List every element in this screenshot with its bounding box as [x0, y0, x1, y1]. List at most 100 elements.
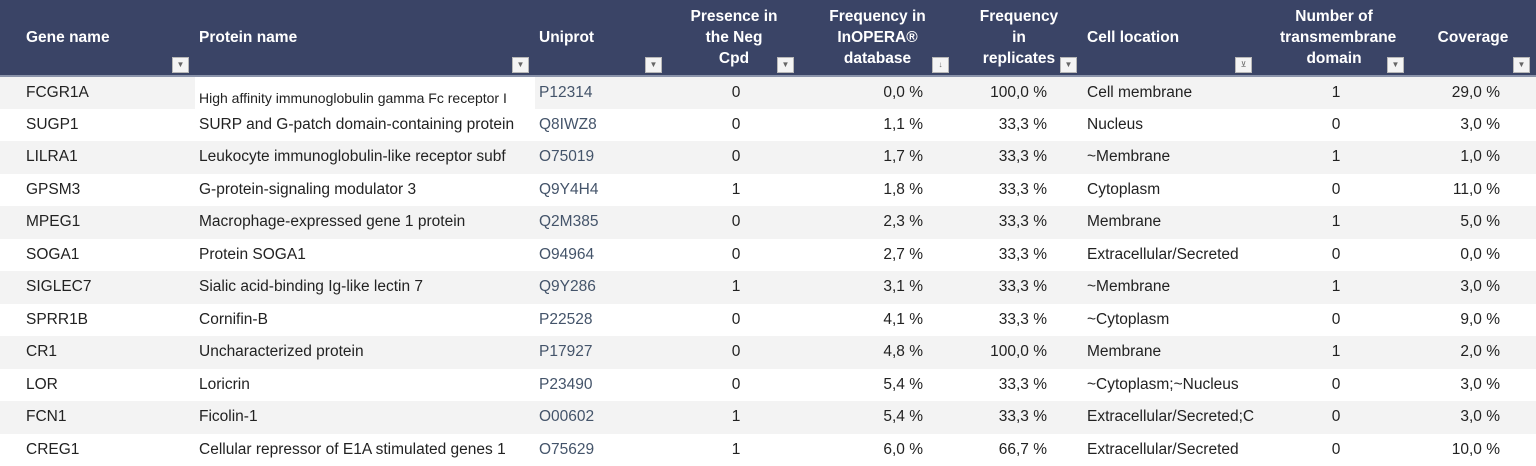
cell-presence-neg-cpd[interactable]: 0	[668, 369, 800, 402]
cell-frequency-replicates[interactable]: 33,3 %	[955, 239, 1083, 272]
cell-coverage[interactable]: 10,0 %	[1410, 434, 1536, 466]
cell-coverage[interactable]: 29,0 %	[1410, 76, 1536, 109]
filter-dropdown-icon[interactable]: ▼	[172, 57, 189, 73]
cell-cell-location[interactable]: ~Membrane	[1083, 141, 1258, 174]
cell-frequency-inopera[interactable]: 5,4 %	[800, 401, 955, 434]
cell-protein-name[interactable]: G-protein-signaling modulator 3	[195, 174, 535, 207]
cell-gene-name[interactable]: GPSM3	[0, 174, 195, 207]
filter-dropdown-icon[interactable]: ▼	[1387, 57, 1404, 73]
cell-transmembrane-domains[interactable]: 0	[1258, 174, 1410, 207]
cell-coverage[interactable]: 3,0 %	[1410, 369, 1536, 402]
cell-presence-neg-cpd[interactable]: 0	[668, 141, 800, 174]
cell-protein-name[interactable]: Ficolin-1	[195, 401, 535, 434]
cell-transmembrane-domains[interactable]: 1	[1258, 141, 1410, 174]
cell-protein-name[interactable]: Uncharacterized protein	[195, 336, 535, 369]
cell-gene-name[interactable]: LILRA1	[0, 141, 195, 174]
cell-transmembrane-domains[interactable]: 1	[1258, 206, 1410, 239]
cell-presence-neg-cpd[interactable]: 0	[668, 109, 800, 142]
filter-dropdown-icon[interactable]: ▼	[1060, 57, 1077, 73]
cell-cell-location[interactable]: Cell membrane	[1083, 76, 1258, 109]
filter-dropdown-icon[interactable]: ▼	[777, 57, 794, 73]
cell-gene-name[interactable]: CREG1	[0, 434, 195, 466]
cell-cell-location[interactable]: Cytoplasm	[1083, 174, 1258, 207]
cell-coverage[interactable]: 3,0 %	[1410, 109, 1536, 142]
cell-cell-location[interactable]: Extracellular/Secreted;C	[1083, 401, 1258, 434]
cell-frequency-inopera[interactable]: 0,0 %	[800, 76, 955, 109]
cell-frequency-replicates[interactable]: 33,3 %	[955, 271, 1083, 304]
cell-frequency-replicates[interactable]: 66,7 %	[955, 434, 1083, 466]
cell-presence-neg-cpd[interactable]: 0	[668, 336, 800, 369]
cell-frequency-inopera[interactable]: 1,8 %	[800, 174, 955, 207]
cell-uniprot[interactable]: Q9Y286	[535, 271, 668, 304]
cell-gene-name[interactable]: SUGP1	[0, 109, 195, 142]
cell-transmembrane-domains[interactable]: 1	[1258, 76, 1410, 109]
cell-cell-location[interactable]: Nucleus	[1083, 109, 1258, 142]
cell-frequency-inopera[interactable]: 5,4 %	[800, 369, 955, 402]
cell-uniprot[interactable]: O75019	[535, 141, 668, 174]
filter-active-icon[interactable]: ⊻	[1235, 57, 1252, 73]
cell-cell-location[interactable]: ~Cytoplasm;~Nucleus	[1083, 369, 1258, 402]
filter-dropdown-icon[interactable]: ▼	[1513, 57, 1530, 73]
cell-uniprot[interactable]: P17927	[535, 336, 668, 369]
cell-uniprot[interactable]: Q9Y4H4	[535, 174, 668, 207]
cell-coverage[interactable]: 1,0 %	[1410, 141, 1536, 174]
cell-uniprot[interactable]: P22528	[535, 304, 668, 337]
cell-presence-neg-cpd[interactable]: 0	[668, 76, 800, 109]
cell-frequency-inopera[interactable]: 1,1 %	[800, 109, 955, 142]
cell-frequency-replicates[interactable]: 33,3 %	[955, 401, 1083, 434]
cell-presence-neg-cpd[interactable]: 1	[668, 174, 800, 207]
cell-uniprot[interactable]: P23490	[535, 369, 668, 402]
cell-presence-neg-cpd[interactable]: 0	[668, 304, 800, 337]
cell-frequency-inopera[interactable]: 3,1 %	[800, 271, 955, 304]
cell-presence-neg-cpd[interactable]: 1	[668, 434, 800, 466]
cell-gene-name[interactable]: SPRR1B	[0, 304, 195, 337]
cell-transmembrane-domains[interactable]: 0	[1258, 109, 1410, 142]
cell-protein-name[interactable]: Cellular repressor of E1A stimulated gen…	[195, 434, 535, 466]
cell-frequency-inopera[interactable]: 4,1 %	[800, 304, 955, 337]
cell-transmembrane-domains[interactable]: 1	[1258, 271, 1410, 304]
cell-presence-neg-cpd[interactable]: 0	[668, 206, 800, 239]
sort-ascending-icon[interactable]: ↓	[932, 57, 949, 73]
cell-cell-location[interactable]: ~Membrane	[1083, 271, 1258, 304]
cell-cell-location[interactable]: Extracellular/Secreted	[1083, 239, 1258, 272]
cell-protein-name[interactable]: Macrophage-expressed gene 1 protein	[195, 206, 535, 239]
cell-gene-name[interactable]: FCGR1A	[0, 76, 195, 109]
cell-uniprot[interactable]: O94964	[535, 239, 668, 272]
cell-coverage[interactable]: 2,0 %	[1410, 336, 1536, 369]
cell-transmembrane-domains[interactable]: 0	[1258, 304, 1410, 337]
cell-cell-location[interactable]: Extracellular/Secreted	[1083, 434, 1258, 466]
cell-frequency-replicates[interactable]: 33,3 %	[955, 304, 1083, 337]
cell-protein-name[interactable]: High affinity immunoglobulin gamma Fc re…	[195, 76, 535, 109]
cell-transmembrane-domains[interactable]: 0	[1258, 401, 1410, 434]
cell-transmembrane-domains[interactable]: 0	[1258, 239, 1410, 272]
cell-protein-name[interactable]: Protein SOGA1	[195, 239, 535, 272]
cell-uniprot[interactable]: Q2M385	[535, 206, 668, 239]
cell-frequency-replicates[interactable]: 100,0 %	[955, 336, 1083, 369]
cell-gene-name[interactable]: SOGA1	[0, 239, 195, 272]
cell-gene-name[interactable]: LOR	[0, 369, 195, 402]
cell-uniprot[interactable]: O00602	[535, 401, 668, 434]
cell-frequency-replicates[interactable]: 100,0 %	[955, 76, 1083, 109]
cell-gene-name[interactable]: FCN1	[0, 401, 195, 434]
cell-presence-neg-cpd[interactable]: 1	[668, 401, 800, 434]
cell-transmembrane-domains[interactable]: 0	[1258, 369, 1410, 402]
cell-gene-name[interactable]: MPEG1	[0, 206, 195, 239]
cell-protein-name[interactable]: SURP and G-patch domain-containing prote…	[195, 109, 535, 142]
cell-coverage[interactable]: 3,0 %	[1410, 401, 1536, 434]
cell-presence-neg-cpd[interactable]: 0	[668, 239, 800, 272]
cell-gene-name[interactable]: CR1	[0, 336, 195, 369]
filter-dropdown-icon[interactable]: ▼	[645, 57, 662, 73]
cell-transmembrane-domains[interactable]: 1	[1258, 336, 1410, 369]
cell-gene-name[interactable]: SIGLEC7	[0, 271, 195, 304]
cell-protein-name[interactable]: Cornifin-B	[195, 304, 535, 337]
cell-frequency-replicates[interactable]: 33,3 %	[955, 174, 1083, 207]
cell-frequency-replicates[interactable]: 33,3 %	[955, 109, 1083, 142]
